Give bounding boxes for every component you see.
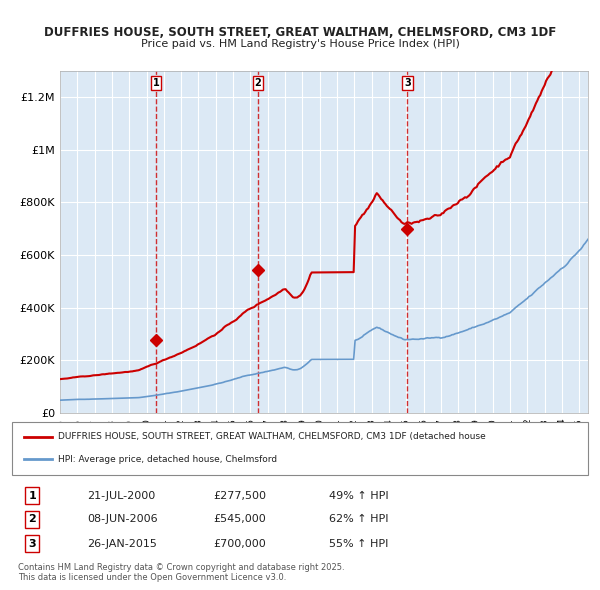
Text: 3: 3 xyxy=(404,78,411,88)
Text: Contains HM Land Registry data © Crown copyright and database right 2025.
This d: Contains HM Land Registry data © Crown c… xyxy=(18,563,344,582)
Text: DUFFRIES HOUSE, SOUTH STREET, GREAT WALTHAM, CHELMSFORD, CM3 1DF: DUFFRIES HOUSE, SOUTH STREET, GREAT WALT… xyxy=(44,26,556,39)
Text: £700,000: £700,000 xyxy=(214,539,266,549)
Text: 49% ↑ HPI: 49% ↑ HPI xyxy=(329,491,388,500)
Text: 21-JUL-2000: 21-JUL-2000 xyxy=(87,491,155,500)
Text: 2: 2 xyxy=(254,78,262,88)
Text: 1: 1 xyxy=(153,78,160,88)
Text: £545,000: £545,000 xyxy=(214,514,266,524)
Text: DUFFRIES HOUSE, SOUTH STREET, GREAT WALTHAM, CHELMSFORD, CM3 1DF (detached house: DUFFRIES HOUSE, SOUTH STREET, GREAT WALT… xyxy=(58,432,486,441)
Text: Price paid vs. HM Land Registry's House Price Index (HPI): Price paid vs. HM Land Registry's House … xyxy=(140,40,460,49)
Text: 62% ↑ HPI: 62% ↑ HPI xyxy=(329,514,388,524)
Text: 2: 2 xyxy=(28,514,36,524)
Text: 26-JAN-2015: 26-JAN-2015 xyxy=(87,539,157,549)
Text: HPI: Average price, detached house, Chelmsford: HPI: Average price, detached house, Chel… xyxy=(58,454,277,464)
Text: 3: 3 xyxy=(28,539,36,549)
FancyBboxPatch shape xyxy=(12,422,588,475)
Text: 08-JUN-2006: 08-JUN-2006 xyxy=(87,514,158,524)
Text: £277,500: £277,500 xyxy=(214,491,266,500)
Text: 1: 1 xyxy=(28,491,36,500)
Text: 55% ↑ HPI: 55% ↑ HPI xyxy=(329,539,388,549)
